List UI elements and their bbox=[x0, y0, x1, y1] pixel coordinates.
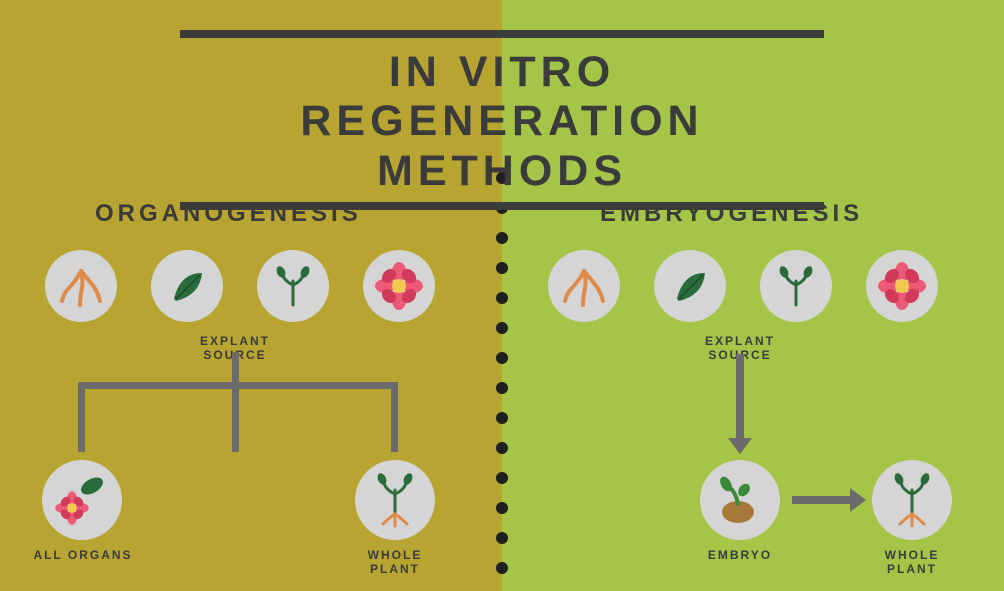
root-icon bbox=[45, 250, 117, 322]
whole-plant-left-icon bbox=[355, 460, 435, 540]
leaf-icon-r bbox=[654, 250, 726, 322]
embryo-label: EMBRYO bbox=[700, 548, 780, 562]
whole-plant-left-label: WHOLE PLANT bbox=[345, 548, 445, 576]
whole-plant-right-icon bbox=[872, 460, 952, 540]
shoot-icon bbox=[257, 250, 329, 322]
title-bar-bottom bbox=[180, 202, 824, 210]
title-line1: IN VITRO REGENERATION bbox=[300, 48, 703, 145]
all-organs-icon bbox=[42, 460, 122, 540]
all-organs-label: ALL ORGANS bbox=[33, 548, 133, 562]
shoot-icon-r bbox=[760, 250, 832, 322]
right-explant-row bbox=[548, 250, 938, 322]
divider-dots bbox=[498, 162, 506, 582]
connector-vert-top-left bbox=[232, 352, 239, 382]
embryo-icon bbox=[700, 460, 780, 540]
connector-vert-left-b bbox=[391, 382, 398, 452]
connector-right-across bbox=[792, 496, 852, 504]
title-line2: METHODS bbox=[377, 147, 627, 195]
root-icon-r bbox=[548, 250, 620, 322]
title-bar-top bbox=[180, 30, 824, 38]
arrowhead-right bbox=[850, 488, 866, 512]
whole-plant-right-label: WHOLE PLANT bbox=[862, 548, 962, 576]
page-title: IN VITRO REGENERATION METHODS bbox=[180, 38, 824, 202]
connector-right-down bbox=[736, 354, 744, 440]
connector-vert-left-mid bbox=[232, 382, 239, 452]
arrowhead-down bbox=[728, 438, 752, 454]
flower-icon bbox=[363, 250, 435, 322]
title-block: IN VITRO REGENERATION METHODS bbox=[180, 30, 824, 210]
connector-vert-left-a bbox=[78, 382, 85, 452]
leaf-icon bbox=[151, 250, 223, 322]
flower-icon-r bbox=[866, 250, 938, 322]
left-explant-row bbox=[45, 250, 435, 322]
